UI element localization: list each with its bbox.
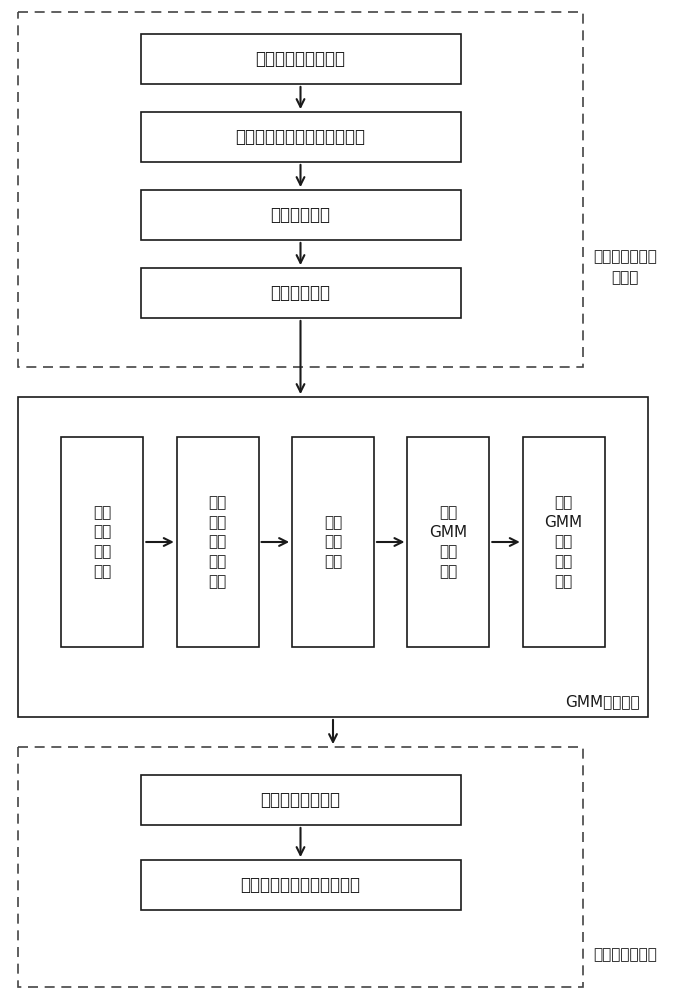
Text: GMM聚类分析: GMM聚类分析	[565, 694, 640, 709]
Text: 车牌匹配，提取路段行程时间: 车牌匹配，提取路段行程时间	[235, 128, 366, 146]
Text: 路段空间匹配: 路段空间匹配	[270, 206, 331, 224]
Text: 收费站间路段交通拥堵检测: 收费站间路段交通拥堵检测	[241, 876, 360, 894]
Text: 计算
路段
平均
行程
速度: 计算 路段 平均 行程 速度	[208, 495, 227, 589]
Bar	[18, 12, 583, 367]
Text: 测试算法检测性能: 测试算法检测性能	[261, 791, 340, 809]
Text: 异常数据处理: 异常数据处理	[270, 284, 331, 302]
Bar	[177, 437, 259, 647]
Text: 滚动
时间
间隔
合成: 滚动 时间 间隔 合成	[93, 505, 112, 579]
Bar	[407, 437, 489, 647]
Bar	[18, 397, 648, 717]
Bar	[61, 437, 144, 647]
Text: 算法测试及应用: 算法测试及应用	[593, 947, 657, 962]
Text: 提取
相关
特征: 提取 相关 特征	[324, 515, 342, 569]
Bar	[141, 775, 460, 825]
Bar	[292, 437, 374, 647]
Bar	[141, 268, 460, 318]
Bar	[18, 747, 583, 987]
Bar	[522, 437, 604, 647]
Text: 建立
GMM
进行
聚类
分析: 建立 GMM 进行 聚类 分析	[544, 495, 583, 589]
Text: 收费数据、卡口数据: 收费数据、卡口数据	[255, 50, 346, 68]
Text: 确定
GMM
模型
参数: 确定 GMM 模型 参数	[429, 505, 467, 579]
Bar	[141, 112, 460, 162]
Bar	[141, 190, 460, 240]
Bar	[141, 860, 460, 910]
Text: 获取原始行程时
间数据: 获取原始行程时 间数据	[593, 249, 657, 285]
Bar	[141, 34, 460, 84]
